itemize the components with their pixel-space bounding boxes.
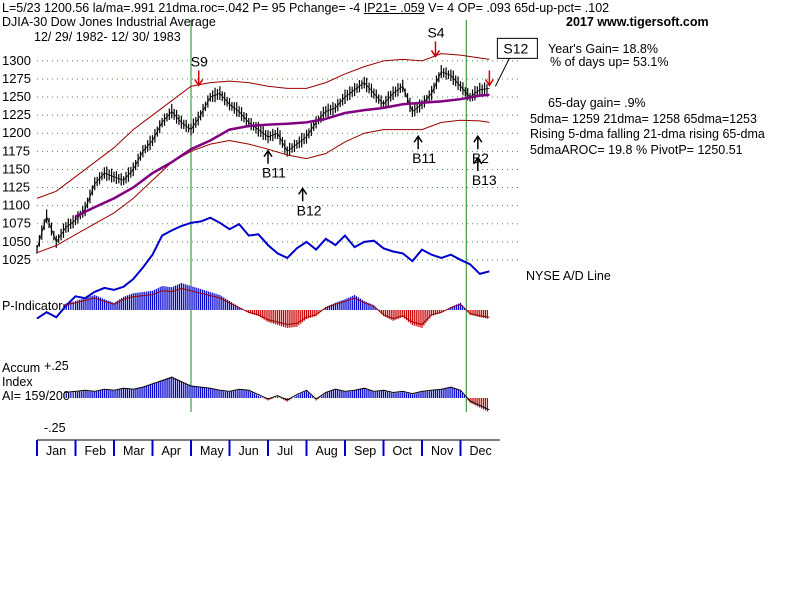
signal-label: B11	[412, 150, 436, 166]
y-tick-label: 1200	[2, 125, 31, 140]
x-tick-label: May	[200, 444, 224, 458]
y-tick-label: 1150	[2, 161, 30, 176]
upper-band-line	[36, 53, 490, 199]
x-tick-label: Oct	[393, 444, 413, 458]
signal-label: S12	[503, 40, 528, 56]
dma-trend: Rising 5-dma falling 21-dma rising 65-dm…	[530, 127, 765, 141]
x-tick-label: Apr	[162, 444, 181, 458]
lower-band-line	[36, 119, 490, 254]
sell-arrow-head	[194, 78, 204, 87]
copyright: 2017 www.tigersoft.com	[566, 15, 709, 29]
accum-plus-25: +.25	[44, 359, 69, 373]
x-tick-label: Mar	[123, 444, 145, 458]
header-ip21: IP21= .059	[363, 1, 425, 15]
y-tick-label: 1175	[2, 143, 30, 158]
buy-arrow-head	[473, 134, 483, 143]
nyse-ad-line	[36, 216, 490, 320]
signal-label: B11	[262, 165, 286, 181]
x-tick-label: Sep	[354, 444, 376, 458]
signal-box	[496, 37, 538, 59]
y-tick-label: 1300	[2, 53, 31, 68]
y-tick-label: 1125	[2, 180, 30, 195]
y-tick-label: 1275	[2, 71, 31, 86]
sell-arrow-head	[484, 78, 494, 87]
header-stats-prefix: L=5/23 1200.56 la/ma=.991 21dma.roc=.042…	[2, 1, 361, 15]
p-indicator-ma	[63, 287, 490, 325]
signal-label: B2	[472, 150, 489, 166]
aroc-pivot: 5dmaAROC= 19.8 % PivotP= 1250.51	[530, 143, 743, 157]
gain-65-day: 65-day gain= .9%	[548, 96, 646, 110]
buy-arrow-head	[413, 134, 423, 143]
signal-label: S4	[427, 24, 444, 40]
accum-minus-25: -.25	[44, 421, 66, 435]
x-tick-label: Jul	[277, 444, 293, 458]
y-tick-label: 1050	[2, 234, 31, 249]
pct-days-up: % of days up= 53.1%	[550, 55, 669, 69]
ma65-line	[74, 93, 490, 218]
signal-label: B12	[297, 202, 322, 218]
buy-arrow-head	[263, 149, 273, 158]
buy-arrow-head	[298, 187, 308, 195]
index-label: Index	[2, 375, 33, 389]
p-indicator-label: P-Indicator	[2, 299, 63, 313]
y-tick-label: 1225	[2, 107, 31, 122]
nyse-ad-label: NYSE A/D Line	[526, 269, 611, 283]
y-tick-label: 1250	[2, 89, 31, 104]
x-tick-label: Dec	[470, 444, 492, 458]
y-tick-label: 1075	[2, 216, 31, 231]
djia-close-line	[36, 71, 490, 250]
buy-arrow-head	[473, 156, 483, 165]
ai-label: AI= 159/200	[2, 389, 70, 403]
dma-values: 5dma= 1259 21dma= 1258 65dma=1253	[530, 112, 757, 126]
y-tick-label: 1100	[2, 198, 30, 213]
sell-arrow-head	[430, 49, 441, 58]
x-tick-label: Jan	[46, 444, 66, 458]
chart-title: DJIA-30 Dow Jones Industrial Average	[2, 15, 216, 29]
years-gain: Year's Gain= 18.8%	[548, 42, 658, 56]
header-line-1: L=5/23 1200.56 la/ma=.991 21dma.roc=.042…	[2, 2, 609, 15]
accum-ma-line	[63, 376, 490, 411]
signal-label: B13	[472, 172, 497, 188]
date-range: 12/ 29/ 1982- 12/ 30/ 1983	[34, 30, 181, 44]
accum-label: Accum	[2, 361, 41, 375]
signal-label: S9	[191, 53, 208, 69]
x-tick-label: Aug	[316, 444, 338, 458]
signal-box-pointer	[494, 58, 510, 87]
x-tick-label: Jun	[239, 444, 259, 458]
x-tick-label: Feb	[85, 444, 107, 458]
y-tick-label: 1025	[2, 252, 31, 267]
header-stats-suffix: V= 4 OP= .093 65d-up-pct= .102	[428, 1, 610, 15]
x-tick-label: Nov	[431, 444, 454, 458]
